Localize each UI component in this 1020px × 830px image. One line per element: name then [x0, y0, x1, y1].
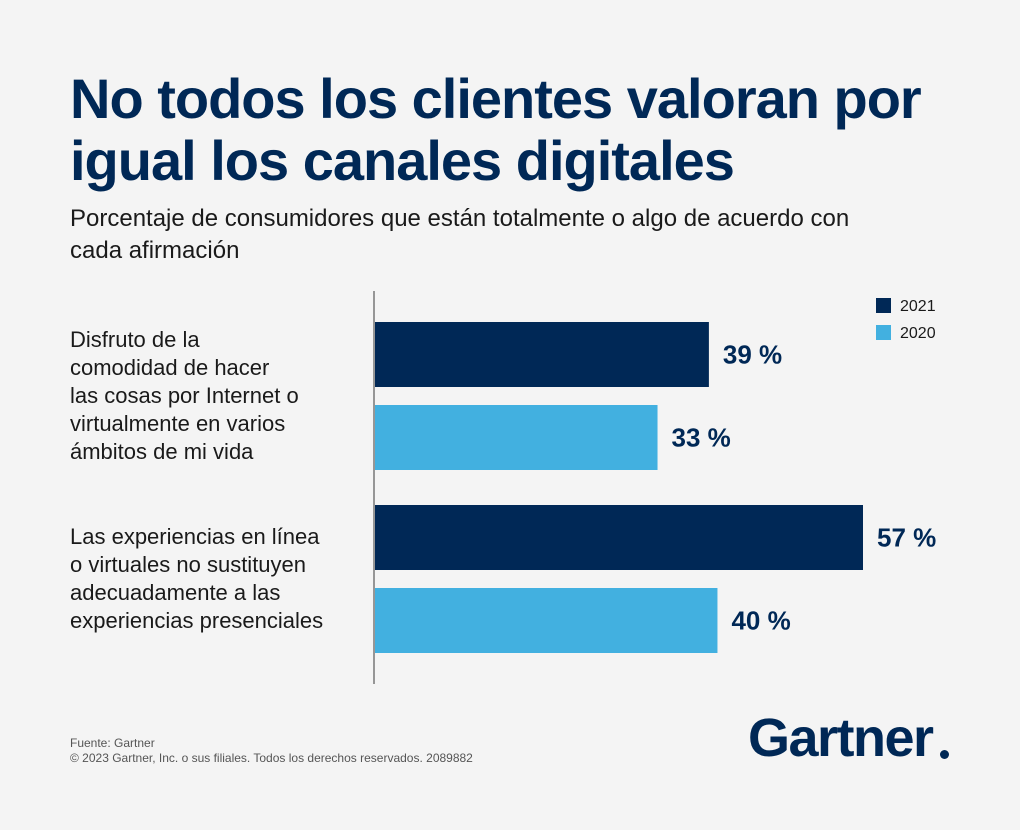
bar-2021-1 — [375, 322, 709, 387]
chart-subtitle: Porcentaje de consumidores que están tot… — [70, 205, 850, 264]
source-note: Fuente: Gartner — [70, 736, 155, 750]
legend-swatch-2021 — [876, 298, 891, 313]
legend-swatch-2020 — [876, 325, 891, 340]
data-label: 40 % — [731, 606, 790, 636]
chart-title: No todos los clientes valoran por igual … — [70, 67, 922, 192]
bar-2020-2 — [375, 588, 718, 653]
category-label: Disfruto de la comodidad de hacer las cosa… — [70, 327, 299, 464]
logo-dot-icon — [940, 750, 949, 759]
data-label: 57 % — [877, 523, 936, 553]
legend-label: 2020 — [900, 325, 936, 342]
copyright-note: © 2023 Gartner, Inc. o sus filiales. Tod… — [70, 751, 473, 765]
legend-label: 2021 — [900, 298, 936, 315]
data-label: 39 % — [723, 340, 782, 370]
bar-2020-1 — [375, 405, 658, 470]
gartner-logo: Gartner — [748, 708, 934, 768]
category-label: Las experiencias en línea o virtuales no … — [70, 524, 323, 633]
footer: Fuente: Gartner © 2023 Gartner, Inc. o s… — [70, 736, 473, 766]
bar-2021-2 — [375, 505, 863, 570]
data-label: 33 % — [672, 423, 731, 453]
